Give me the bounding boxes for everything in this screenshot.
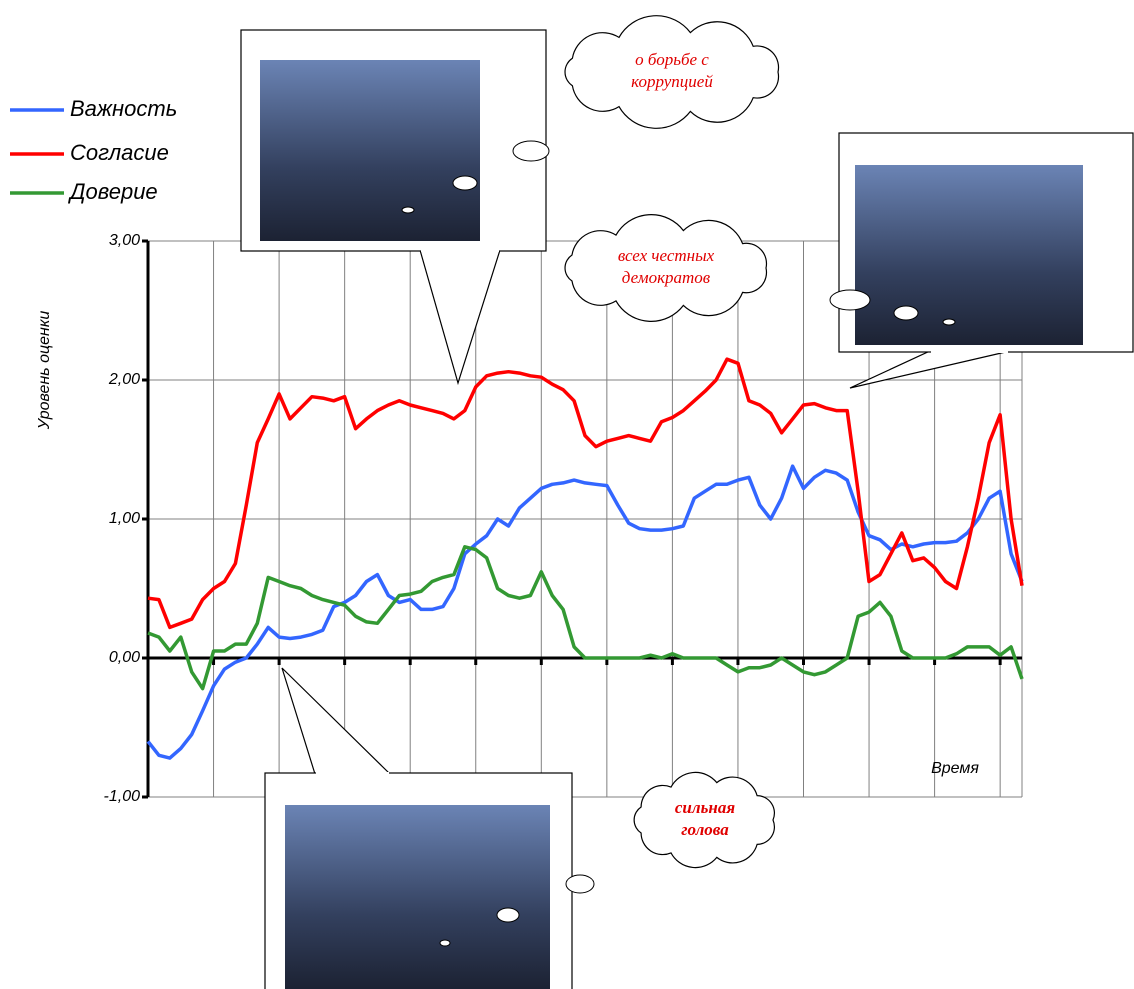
thought-bubble <box>893 305 919 321</box>
legend-label: Согласие <box>70 140 169 165</box>
callout-pointer <box>419 249 501 386</box>
clouds: о борьбе с коррупцией всех честных демократ… <box>564 15 780 869</box>
thought-bubble <box>942 318 956 326</box>
callout-pointer <box>281 667 392 775</box>
y-tick-label: 1,00 <box>109 510 140 527</box>
series-line <box>146 464 1024 760</box>
annotation-text: о борьбе с <box>635 50 709 69</box>
y-axis-label: Уровень оценки <box>36 311 53 431</box>
video-frame <box>285 805 550 989</box>
thought-cloud <box>564 15 780 129</box>
video-frame <box>260 60 480 241</box>
callout <box>240 29 550 386</box>
annotation-text: коррупцией <box>631 72 713 91</box>
legend-label: Доверие <box>67 179 158 204</box>
callout <box>829 132 1134 389</box>
thought-bubble <box>565 874 595 894</box>
series-line <box>147 545 1024 691</box>
y-tick-label: 0,00 <box>109 649 140 666</box>
video-frame <box>855 165 1083 345</box>
callout <box>264 667 595 989</box>
y-tick-label: 3,00 <box>109 232 140 249</box>
callout-pointer <box>849 350 1011 389</box>
thought-bubble <box>439 939 451 947</box>
y-tick-label: 2,00 <box>108 371 140 388</box>
annotation-text: демократов <box>622 268 711 287</box>
thought-bubble <box>512 140 550 162</box>
thought-cloud <box>633 771 776 869</box>
plot-area: -1,00 0,00 1,00 2,00 3,00 <box>104 232 1024 805</box>
thought-bubble <box>829 289 871 311</box>
thought-cloud <box>564 214 768 322</box>
annotation-text: сильная <box>675 798 735 817</box>
y-tick-label: -1,00 <box>104 788 141 805</box>
thought-bubble <box>496 907 520 923</box>
annotation-text: голова <box>681 820 729 839</box>
annotation-text: всех честных <box>618 246 715 265</box>
thought-bubble <box>401 206 415 214</box>
x-axis-label: Время <box>931 760 979 777</box>
thought-bubble <box>452 175 478 191</box>
series-line <box>147 357 1024 630</box>
legend-label: Важность <box>70 96 177 121</box>
